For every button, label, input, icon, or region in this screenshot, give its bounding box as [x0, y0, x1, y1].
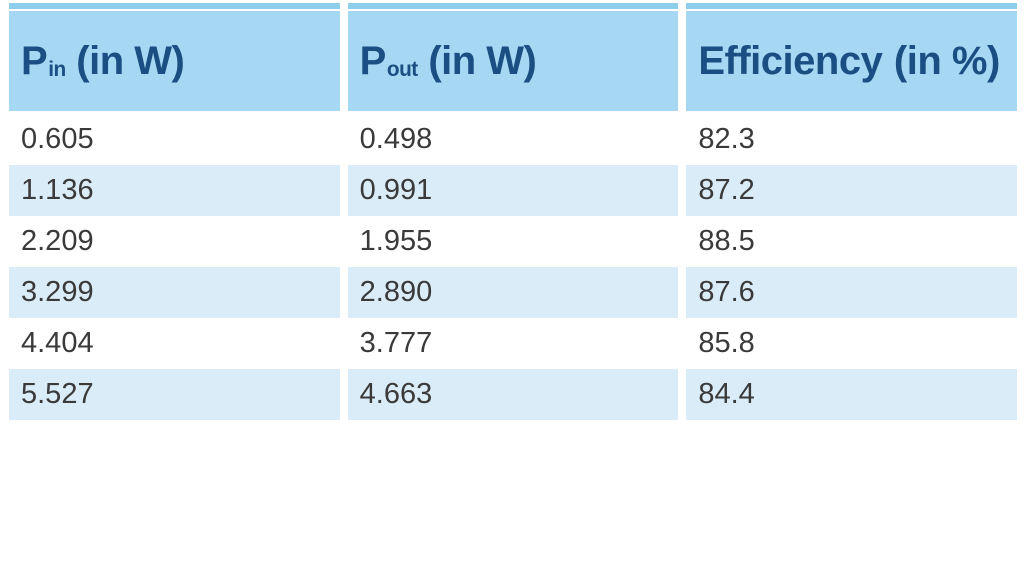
table-cell-pin: 0.605: [21, 123, 94, 155]
column-header-efficiency: Efficiency (in %): [686, 11, 1018, 111]
table-row: 3.299 2.890 87.6: [9, 267, 1018, 318]
table-row: 1.136 0.991 87.2: [9, 165, 1018, 216]
table-cell-pout: 4.663: [347, 369, 679, 420]
table-cell-efficiency: 88.5: [698, 225, 755, 257]
table-cell-pout: 1.955: [359, 225, 433, 257]
table-cell-efficiency: 84.4: [686, 369, 1018, 420]
table-top-strip: [9, 3, 1018, 9]
table-row: 2.209 1.955 88.5: [9, 216, 1017, 267]
table-cell-pout: 3.777: [359, 327, 433, 359]
header-unit: (in W): [417, 38, 537, 83]
top-strip-segment: [347, 3, 679, 9]
top-strip-segment: [686, 3, 1018, 9]
table-cell-pin: 4.404: [21, 327, 94, 359]
header-symbol: P: [359, 38, 387, 83]
top-strip-segment: [9, 3, 340, 9]
table-cell-efficiency: 82.3: [698, 123, 755, 155]
table-cell-pout: 2.890: [347, 267, 679, 318]
table-cell-pout: 0.991: [347, 165, 679, 216]
header-symbol: P: [21, 38, 48, 83]
table-row: 4.404 3.777 85.8: [9, 318, 1017, 369]
table-cell-pout: 0.498: [359, 123, 433, 155]
table-row: 5.527 4.663 84.4: [9, 369, 1018, 420]
table-cell-pin: 5.527: [9, 369, 340, 420]
table-cell-pin: 2.209: [21, 225, 94, 257]
table-cell-efficiency: 85.8: [698, 327, 755, 359]
header-unit: (in W): [65, 38, 185, 83]
header-symbol: Efficiency: [698, 38, 883, 83]
header-subscript: out: [386, 57, 418, 81]
table-cell-efficiency: 87.6: [686, 267, 1018, 318]
header-unit: (in %): [883, 38, 1000, 83]
table-cell-pin: 3.299: [9, 267, 340, 318]
table-cell-efficiency: 87.2: [686, 165, 1018, 216]
header-subscript: in: [48, 57, 66, 81]
table-cell-pin: 1.136: [9, 165, 340, 216]
table-row: 0.605 0.498 82.3: [9, 114, 1017, 165]
